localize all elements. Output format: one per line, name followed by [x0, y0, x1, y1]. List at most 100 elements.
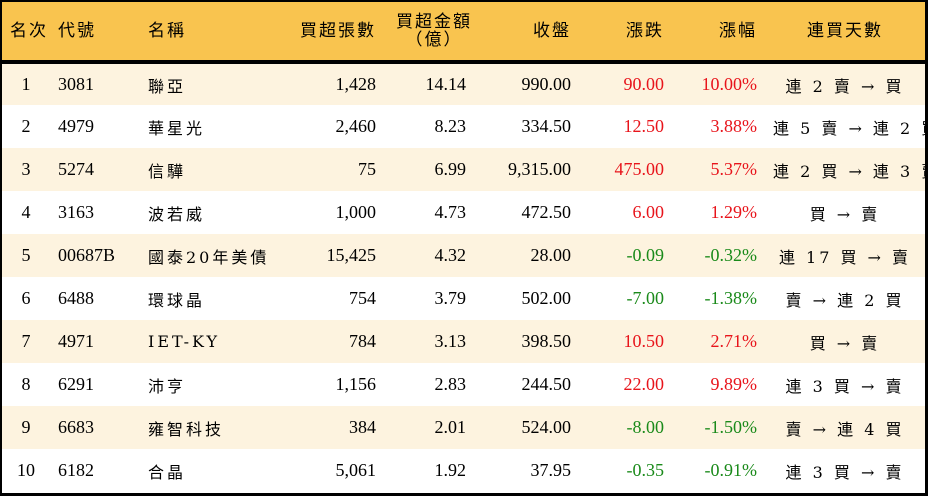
cell-code[interactable]: 4971 — [58, 331, 94, 351]
cell-net-buy-lots: 5,061 — [335, 460, 377, 480]
cell-change: 22.00 — [623, 374, 665, 394]
cell-streak: 連 17 買 → 賣 — [778, 247, 912, 267]
cell-net-buy-lots: 75 — [358, 159, 376, 179]
cell-change: 10.50 — [623, 331, 665, 351]
cell-streak: 連 3 買 → 賣 — [785, 462, 905, 482]
header-change[interactable]: 漲跌 — [626, 21, 664, 41]
cell-net-buy-amount: 6.99 — [434, 159, 467, 179]
cell-close: 334.50 — [521, 116, 572, 136]
cell-streak: 連 2 賣 → 買 — [785, 76, 905, 96]
cell-name[interactable]: 信驊 — [148, 161, 187, 181]
header-net-buy-lots[interactable]: 買超張數 — [300, 21, 376, 41]
cell-streak: 連 5 賣 → 連 2 買 — [773, 118, 925, 138]
cell-net-buy-amount: 4.32 — [434, 245, 467, 265]
table-body: 1 3081 聯亞 1,428 14.14 990.00 90.00 10.00… — [2, 62, 925, 492]
cell-change-pct: -0.91% — [704, 460, 758, 480]
cell-rank: 5 — [21, 245, 31, 265]
header-streak[interactable]: 連買天數 — [807, 21, 883, 41]
cell-close: 28.00 — [530, 245, 572, 265]
cell-name[interactable]: 波若威 — [148, 204, 206, 224]
cell-code[interactable]: 00687B — [58, 245, 116, 265]
cell-net-buy-lots: 1,000 — [335, 202, 377, 222]
cell-net-buy-lots: 1,428 — [335, 74, 377, 94]
table-row[interactable]: 7 4971 IET-KY 784 3.13 398.50 10.50 2.71… — [2, 320, 925, 363]
cell-change: -0.09 — [626, 245, 665, 265]
cell-net-buy-lots: 1,156 — [335, 374, 377, 394]
table-row[interactable]: 2 4979 華星光 2,460 8.23 334.50 12.50 3.88%… — [2, 105, 925, 148]
cell-change: 6.00 — [632, 202, 665, 222]
table-row[interactable]: 8 6291 沛亨 1,156 2.83 244.50 22.00 9.89% … — [2, 363, 925, 406]
cell-name[interactable]: 雍智科技 — [148, 419, 225, 439]
cell-net-buy-lots: 2,460 — [335, 116, 377, 136]
table-row[interactable]: 6 6488 環球晶 754 3.79 502.00 -7.00 -1.38% … — [2, 277, 925, 320]
table-header-row: 名次 代號 名稱 買超張數 買超金額 （億） 收盤 漲跌 漲幅 連買天數 — [2, 2, 925, 62]
cell-name[interactable]: IET-KY — [148, 332, 221, 351]
cell-code[interactable]: 4979 — [58, 116, 94, 136]
cell-name[interactable]: 華星光 — [148, 118, 206, 138]
cell-net-buy-amount: 1.92 — [434, 460, 467, 480]
table-row[interactable]: 5 00687B 國泰20年美債 15,425 4.32 28.00 -0.09… — [2, 234, 925, 277]
header-close[interactable]: 收盤 — [533, 21, 571, 41]
cell-change: -7.00 — [626, 288, 665, 308]
table-row[interactable]: 4 3163 波若威 1,000 4.73 472.50 6.00 1.29% … — [2, 191, 925, 234]
cell-close: 244.50 — [521, 374, 572, 394]
cell-code[interactable]: 3163 — [58, 202, 94, 222]
cell-change-pct: -1.38% — [704, 288, 758, 308]
table-row[interactable]: 3 5274 信驊 75 6.99 9,315.00 475.00 5.37% … — [2, 148, 925, 191]
cell-code[interactable]: 6683 — [58, 417, 94, 437]
cell-change-pct: 1.29% — [710, 202, 758, 222]
cell-code[interactable]: 6488 — [58, 288, 94, 308]
cell-close: 9,315.00 — [508, 159, 571, 179]
cell-streak: 買 → 賣 — [809, 204, 881, 224]
cell-net-buy-lots: 15,425 — [326, 245, 377, 265]
header-name[interactable]: 名稱 — [148, 21, 186, 41]
cell-rank: 2 — [21, 116, 31, 136]
cell-streak: 賣 → 連 4 買 — [785, 419, 905, 439]
cell-name[interactable]: 環球晶 — [148, 290, 206, 310]
header-code[interactable]: 代號 — [58, 21, 96, 41]
cell-code[interactable]: 6291 — [58, 374, 94, 394]
table-row[interactable]: 1 3081 聯亞 1,428 14.14 990.00 90.00 10.00… — [2, 62, 925, 105]
cell-code[interactable]: 6182 — [58, 460, 94, 480]
cell-change-pct: 10.00% — [701, 74, 758, 94]
cell-name[interactable]: 聯亞 — [148, 76, 187, 96]
cell-name[interactable]: 國泰20年美債 — [148, 247, 270, 267]
cell-net-buy-amount: 3.79 — [434, 288, 467, 308]
header-net-buy-amount[interactable]: 買超金額 （億） — [384, 2, 484, 62]
cell-rank: 9 — [21, 417, 31, 437]
header-change-pct[interactable]: 漲幅 — [719, 21, 757, 41]
cell-change: -0.35 — [626, 460, 665, 480]
cell-rank: 10 — [17, 460, 35, 480]
cell-name[interactable]: 沛亨 — [148, 376, 187, 396]
cell-change-pct: -0.32% — [704, 245, 758, 265]
cell-net-buy-amount: 4.73 — [434, 202, 467, 222]
cell-net-buy-amount: 2.01 — [434, 417, 467, 437]
cell-change: 90.00 — [623, 74, 665, 94]
header-net-buy-amount-line2: （億） — [405, 30, 463, 50]
cell-close: 472.50 — [521, 202, 572, 222]
cell-change: 475.00 — [614, 159, 665, 179]
cell-code[interactable]: 5274 — [58, 159, 94, 179]
cell-change: 12.50 — [623, 116, 665, 136]
cell-change-pct: 3.88% — [710, 116, 758, 136]
cell-code[interactable]: 3081 — [58, 74, 94, 94]
cell-net-buy-lots: 784 — [349, 331, 376, 351]
cell-name[interactable]: 合晶 — [148, 462, 187, 482]
table-row[interactable]: 10 6182 合晶 5,061 1.92 37.95 -0.35 -0.91%… — [2, 449, 925, 492]
cell-net-buy-amount: 8.23 — [434, 116, 467, 136]
cell-change-pct: -1.50% — [704, 417, 758, 437]
cell-rank: 8 — [21, 374, 31, 394]
header-rank[interactable]: 名次 — [10, 21, 48, 41]
cell-rank: 6 — [21, 288, 31, 308]
cell-change-pct: 5.37% — [710, 159, 758, 179]
cell-close: 524.00 — [521, 417, 572, 437]
table-row[interactable]: 9 6683 雍智科技 384 2.01 524.00 -8.00 -1.50%… — [2, 406, 925, 449]
cell-net-buy-amount: 2.83 — [434, 374, 467, 394]
cell-rank: 1 — [21, 74, 31, 94]
cell-rank: 4 — [21, 202, 31, 222]
cell-close: 398.50 — [521, 331, 572, 351]
cell-net-buy-lots: 384 — [349, 417, 376, 437]
cell-change-pct: 9.89% — [710, 374, 758, 394]
